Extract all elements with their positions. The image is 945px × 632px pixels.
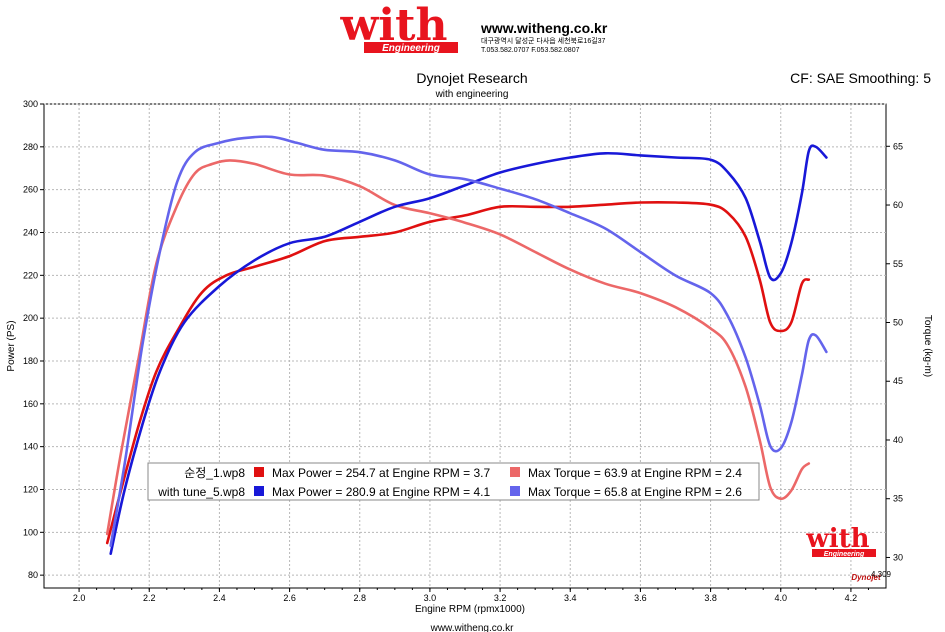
y2-tick-label: 40 bbox=[893, 435, 903, 445]
legend: 순정_1.wp8 Max Power = 254.7 at Engine RPM… bbox=[147, 462, 760, 501]
y-tick-label: 280 bbox=[23, 142, 38, 152]
legend-swatch-tune-power bbox=[254, 486, 264, 496]
header-address: 대구광역시 달성군 다사읍 세천북로16길37 bbox=[481, 36, 606, 45]
y-tick-label: 120 bbox=[23, 484, 38, 494]
legend-swatch-tune-torque bbox=[510, 486, 520, 496]
legend-swatch-stock-power bbox=[254, 467, 264, 477]
stock-torque-curve bbox=[105, 159, 811, 536]
legend-file-tune: with tune_5.wp8 bbox=[157, 485, 245, 499]
stock-power-curve bbox=[105, 200, 811, 545]
x-tick-label: 2.6 bbox=[283, 593, 296, 603]
chart-title: Dynojet Research bbox=[416, 70, 527, 86]
y2-tick-label: 65 bbox=[893, 141, 903, 151]
legend-tune-torque: Max Torque = 65.8 at Engine RPM = 2.6 bbox=[528, 485, 742, 499]
x-max-label: 4.309 bbox=[871, 570, 892, 579]
y-axis-label: Power (PS) bbox=[6, 320, 17, 371]
chart-subtitle: with engineering bbox=[435, 89, 509, 100]
y-tick-label: 80 bbox=[28, 570, 38, 580]
y2-tick-label: 60 bbox=[893, 200, 903, 210]
corner-logo-sub: Engineering bbox=[824, 551, 865, 558]
header-phone: T.053.582.0707 F.053.582.0807 bbox=[481, 47, 580, 54]
header-logo-sub: Engineering bbox=[382, 43, 440, 54]
y2-tick-label: 55 bbox=[893, 259, 903, 269]
x-tick-label: 4.2 bbox=[845, 593, 858, 603]
x-axis-label: Engine RPM (rpmx1000) bbox=[415, 604, 525, 615]
y2-tick-label: 30 bbox=[893, 552, 903, 562]
y2-tick-label: 45 bbox=[893, 376, 903, 386]
x-tick-label: 3.0 bbox=[424, 593, 437, 603]
footer-website: www.witheng.co.kr bbox=[430, 623, 514, 632]
tune-torque-curve bbox=[109, 135, 828, 547]
dynojet-badge: Dynojet bbox=[851, 573, 881, 582]
y-tick-label: 240 bbox=[23, 227, 38, 237]
y-tick-label: 200 bbox=[23, 313, 38, 323]
header-logo: with Engineering bbox=[340, 0, 458, 54]
y-tick-label: 100 bbox=[23, 527, 38, 537]
x-tick-label: 2.8 bbox=[353, 593, 366, 603]
y-tick-label: 160 bbox=[23, 399, 38, 409]
header-website: www.witheng.co.kr bbox=[480, 20, 608, 36]
legend-tune-power: Max Power = 280.9 at Engine RPM = 4.1 bbox=[272, 485, 490, 499]
y2-tick-label: 50 bbox=[893, 318, 903, 328]
x-tick-label: 3.2 bbox=[494, 593, 507, 603]
x-tick-label: 2.2 bbox=[143, 593, 156, 603]
x-tick-label: 3.6 bbox=[634, 593, 647, 603]
x-tick-label: 4.0 bbox=[774, 593, 787, 603]
y2-tick-label: 35 bbox=[893, 494, 903, 504]
chart-corner-text: CF: SAE Smoothing: 5 bbox=[790, 70, 931, 86]
y2-axis-label: Torque (kg-m) bbox=[922, 315, 933, 377]
x-tick-label: 2.4 bbox=[213, 593, 226, 603]
legend-file-stock: 순정_1.wp8 bbox=[184, 466, 245, 480]
tune-power-curve bbox=[109, 144, 828, 555]
x-tick-label: 3.8 bbox=[704, 593, 717, 603]
legend-swatch-stock-torque bbox=[510, 467, 520, 477]
x-tick-label: 2.0 bbox=[73, 593, 86, 603]
ticks: 2.0 2.2 2.4 2.6 2.8 3.0 3.2 3.4 3.6 3.8 4.0 4.2 80 10… bbox=[23, 99, 903, 603]
y-tick-label: 220 bbox=[23, 270, 38, 280]
y-tick-label: 260 bbox=[23, 185, 38, 195]
y-tick-label: 300 bbox=[23, 99, 38, 109]
curves bbox=[105, 135, 828, 555]
legend-stock-power: Max Power = 254.7 at Engine RPM = 3.7 bbox=[272, 466, 490, 480]
legend-stock-torque: Max Torque = 63.9 at Engine RPM = 2.4 bbox=[528, 466, 742, 480]
y-tick-label: 140 bbox=[23, 442, 38, 452]
corner-logo: with Engineering bbox=[805, 524, 876, 558]
y-tick-label: 180 bbox=[23, 356, 38, 366]
x-tick-label: 3.4 bbox=[564, 593, 577, 603]
